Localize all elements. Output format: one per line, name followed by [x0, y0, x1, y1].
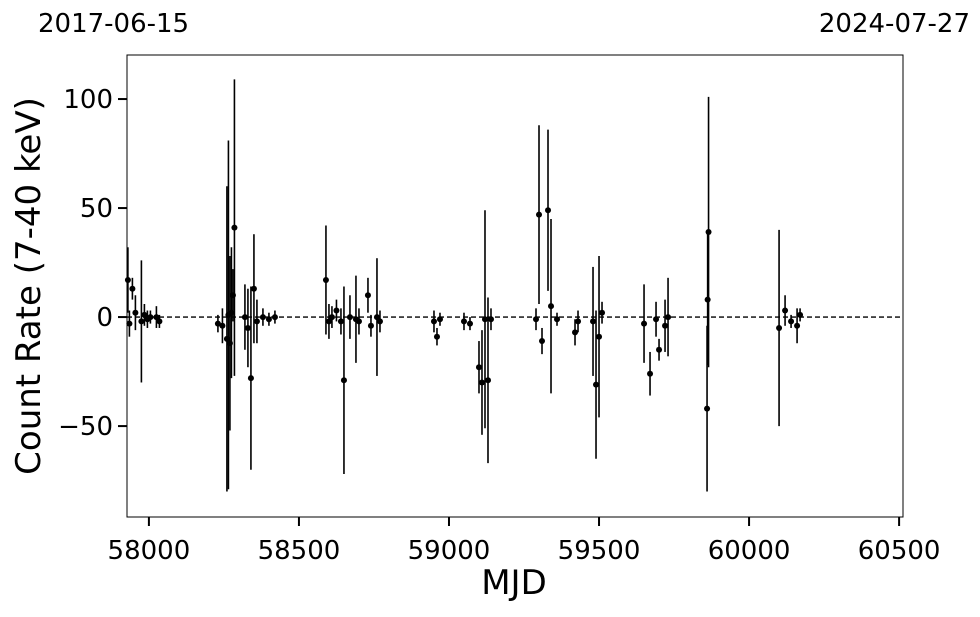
data-point — [241, 314, 248, 321]
data-point — [231, 224, 238, 231]
x-tick-label: 58000 — [108, 536, 191, 566]
data-point — [647, 370, 654, 377]
data-point — [704, 296, 711, 303]
data-point — [322, 277, 329, 284]
data-point — [782, 307, 789, 314]
data-point — [705, 229, 712, 236]
data-point — [126, 320, 133, 327]
data-point — [355, 318, 362, 325]
data-point — [533, 316, 540, 323]
y-tick-label: 50 — [80, 194, 113, 224]
top-label: 2024-07-27 — [819, 9, 970, 39]
data-point — [797, 311, 804, 318]
data-point — [138, 318, 145, 325]
x-tick-label: 60500 — [858, 536, 941, 566]
data-point — [247, 375, 254, 382]
data-point — [590, 318, 597, 325]
y-tick-label: −50 — [58, 412, 113, 442]
x-tick-label: 59500 — [558, 536, 641, 566]
data-point — [665, 314, 672, 321]
data-point — [662, 322, 669, 329]
data-point — [141, 311, 148, 318]
data-point — [478, 379, 485, 386]
data-point — [367, 322, 374, 329]
data-point — [259, 314, 266, 321]
data-point — [132, 309, 139, 316]
data-point — [433, 333, 440, 340]
data-point — [596, 333, 603, 340]
y-tick-label: 0 — [96, 303, 113, 333]
data-point — [430, 318, 437, 325]
data-point — [593, 381, 600, 388]
data-point — [129, 285, 136, 292]
data-point — [794, 322, 801, 329]
data-point — [244, 324, 251, 331]
data-point — [265, 316, 272, 323]
plot-frame — [126, 54, 904, 518]
data-point — [548, 303, 555, 310]
data-point — [214, 320, 221, 327]
data-point — [333, 307, 340, 314]
data-point — [653, 316, 660, 323]
data-point — [124, 277, 131, 284]
x-tick-label: 58500 — [258, 536, 341, 566]
data-point — [536, 211, 543, 218]
data-point — [156, 318, 163, 325]
data-point — [572, 329, 579, 336]
data-point — [373, 314, 380, 321]
data-point — [484, 377, 491, 384]
data-point — [704, 405, 711, 412]
data-point — [554, 316, 561, 323]
data-point — [460, 318, 467, 325]
data-point — [337, 318, 344, 325]
data-point — [436, 316, 443, 323]
y-tick-label: 100 — [63, 85, 113, 115]
data-point — [575, 318, 582, 325]
x-tick-label: 60000 — [708, 536, 791, 566]
data-point — [364, 292, 371, 299]
data-point — [475, 364, 482, 371]
data-point — [776, 324, 783, 331]
data-point — [219, 322, 226, 329]
x-axis-label: MJD — [481, 563, 547, 603]
data-point — [376, 318, 383, 325]
top-label: 2017-06-15 — [38, 9, 189, 39]
data-point — [788, 318, 795, 325]
data-point — [599, 309, 606, 316]
y-axis-label: Count Rate (7-40 keV) — [9, 97, 49, 475]
data-point — [481, 316, 488, 323]
data-point — [325, 318, 332, 325]
data-point — [250, 285, 257, 292]
x-tick-label: 59000 — [408, 536, 491, 566]
data-point — [466, 320, 473, 327]
data-point — [641, 320, 648, 327]
data-point — [253, 318, 260, 325]
data-point — [153, 314, 160, 321]
data-point — [487, 316, 494, 323]
data-point — [328, 314, 335, 321]
data-point — [271, 314, 278, 321]
data-point — [147, 314, 154, 321]
data-point — [340, 377, 347, 384]
data-point — [545, 207, 552, 214]
data-point — [346, 314, 353, 321]
data-point — [656, 346, 663, 353]
data-point — [539, 338, 546, 345]
